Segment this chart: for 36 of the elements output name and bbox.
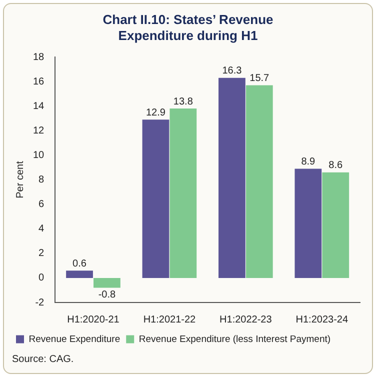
data-label: 8.9 [301,156,316,168]
x-tick-label: H1:2022-23 [220,314,272,326]
data-label: 0.6 [72,258,87,270]
y-axis-title: Per cent [14,160,26,198]
y-tick-label: 18 [33,52,45,63]
bar [170,108,197,278]
legend-label: Revenue Expenditure [28,334,120,345]
y-tick-label: 8 [38,174,45,186]
bar [218,78,246,278]
y-tick-label: 10 [33,150,45,161]
y-tick-label: 12 [33,125,45,136]
data-label: 15.7 [250,72,270,84]
x-tick-label: H1:2020-21 [67,314,120,326]
y-tick-label: 14 [33,100,45,112]
y-tick-label: -2 [35,297,45,308]
chart-title: Chart II.10: States’ Revenue Expenditure during H1 [102,12,274,44]
x-tick-label: H1:2023-24 [296,314,348,326]
bar [246,85,273,278]
bar [94,278,120,288]
y-tick-label: 16 [33,76,45,88]
x-tick-label: H1:2021-22 [143,314,196,326]
data-label: -0.8 [98,290,116,301]
y-tick-label: 4 [38,224,45,235]
legend-label: Revenue Expenditure (less Interest Payment) [138,334,331,345]
data-label: 16.3 [222,66,242,77]
y-tick-label: 2 [38,248,45,260]
y-tick-label: 6 [38,199,45,210]
source-note: Source: CAG. [12,354,74,365]
data-label: 8.6 [328,160,343,172]
bar [142,120,170,278]
data-label: 13.8 [173,96,194,108]
bar [66,270,93,278]
bar [294,168,322,278]
bar [322,172,350,278]
y-tick-label: 0 [38,272,45,284]
data-label: 12.9 [146,107,166,118]
